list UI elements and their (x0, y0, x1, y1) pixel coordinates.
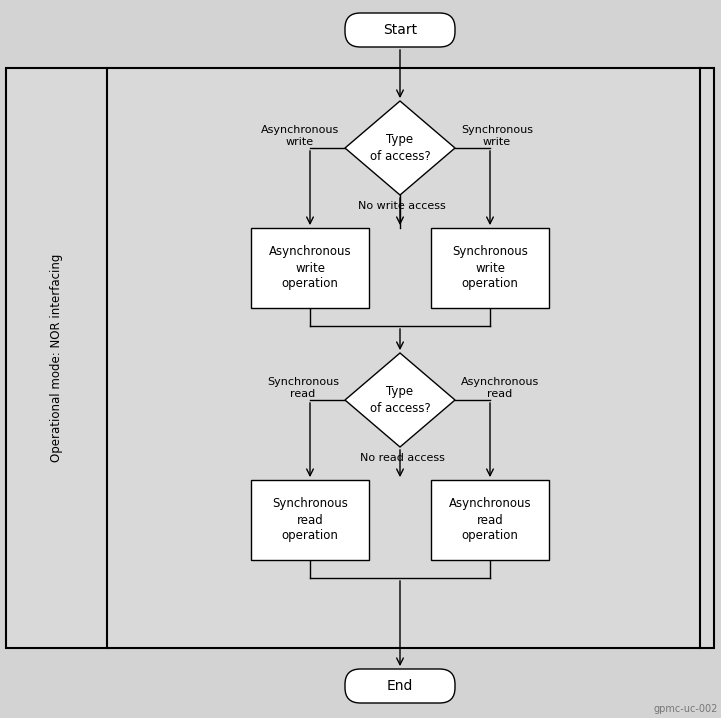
Text: gpmc-uc-002: gpmc-uc-002 (654, 704, 718, 714)
Text: Type
of access?: Type of access? (370, 386, 430, 414)
Text: Type
of access?: Type of access? (370, 134, 430, 162)
Text: No read access: No read access (360, 453, 444, 463)
Polygon shape (345, 353, 455, 447)
Bar (251, 480, 369, 560)
Text: Synchronous
write
operation: Synchronous write operation (452, 246, 528, 291)
Text: End: End (386, 679, 413, 693)
Text: Asynchronous
read
operation: Asynchronous read operation (448, 498, 531, 543)
FancyBboxPatch shape (345, 13, 455, 47)
Text: Synchronous
read
operation: Synchronous read operation (272, 498, 348, 543)
Text: Asynchronous
read: Asynchronous read (461, 377, 539, 399)
Text: No write access: No write access (358, 201, 446, 211)
Text: Synchronous
write: Synchronous write (461, 125, 533, 147)
Bar (431, 480, 549, 560)
Text: Start: Start (383, 23, 417, 37)
Text: Asynchronous
write: Asynchronous write (261, 125, 339, 147)
Text: Synchronous
read: Synchronous read (267, 377, 339, 399)
FancyBboxPatch shape (345, 669, 455, 703)
Bar (6, 68, 714, 648)
Text: Asynchronous
write
operation: Asynchronous write operation (269, 246, 351, 291)
Polygon shape (345, 101, 455, 195)
Bar (251, 228, 369, 308)
Text: Operational mode: NOR interfacing: Operational mode: NOR interfacing (50, 253, 63, 462)
Bar (431, 228, 549, 308)
